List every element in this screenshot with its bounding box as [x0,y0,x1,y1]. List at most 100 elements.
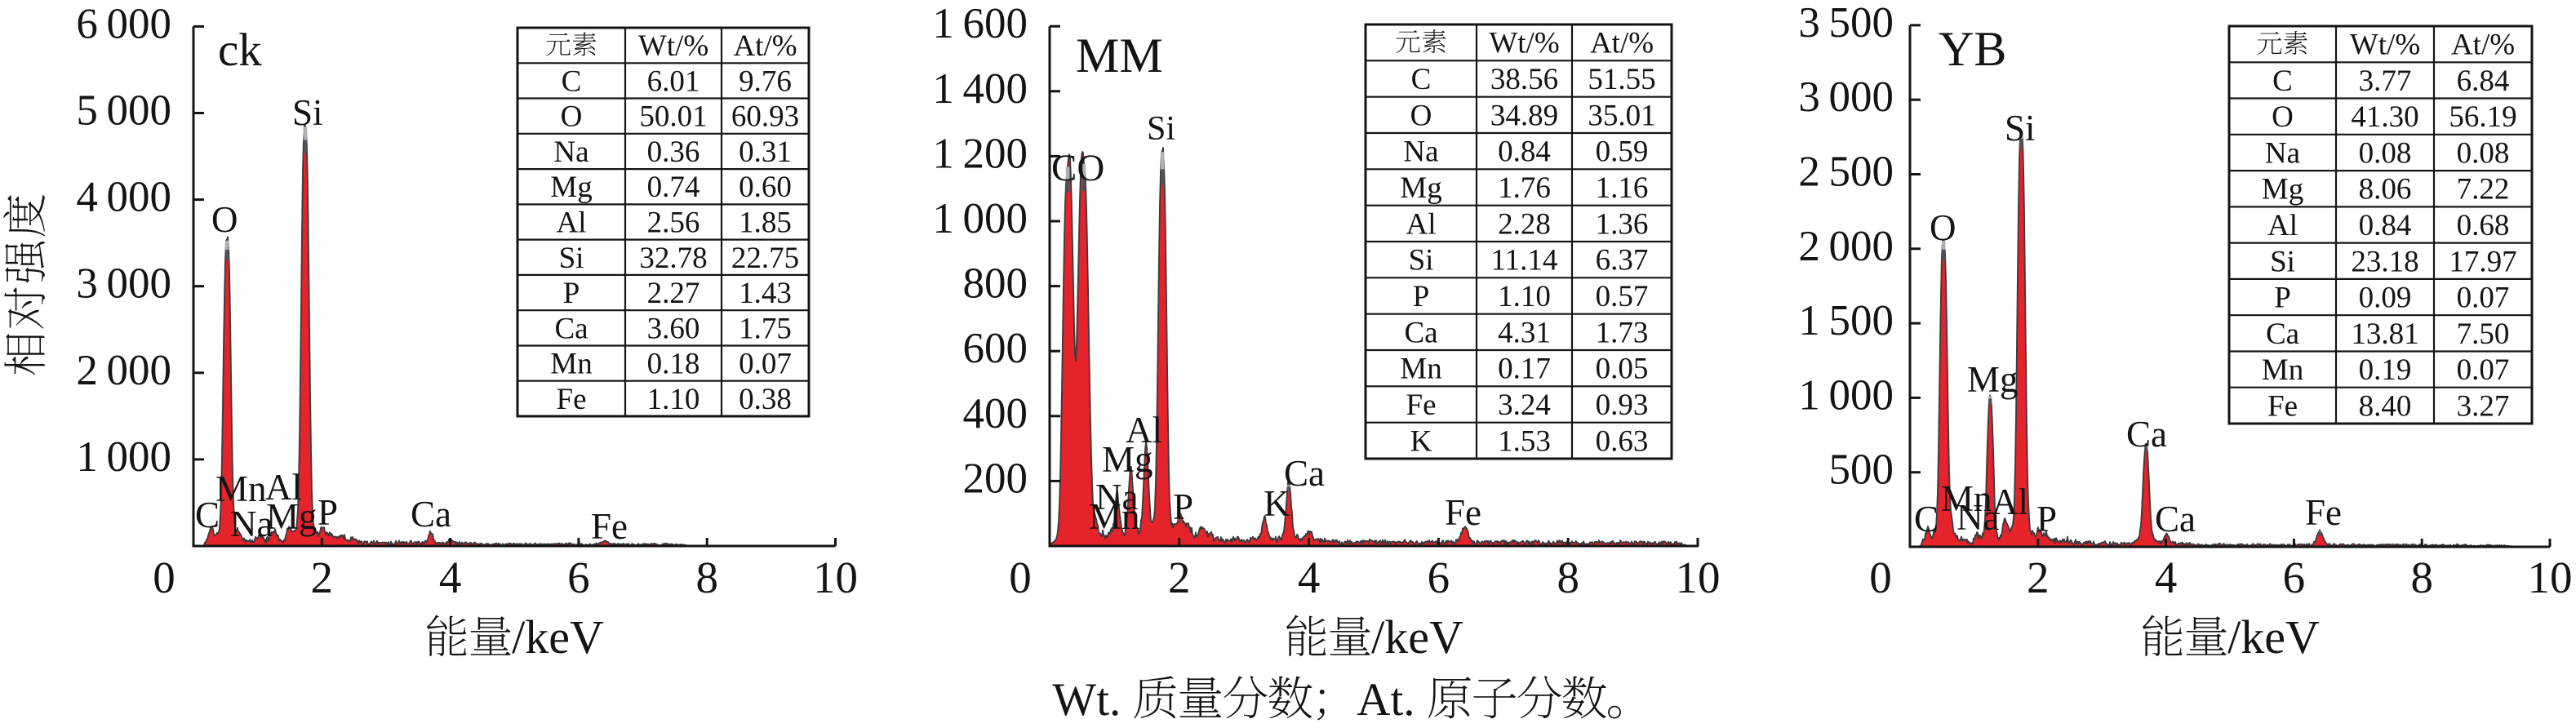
svg-text:C: C [1914,499,1939,539]
svg-text:Mg: Mg [1967,359,2019,400]
svg-text:Ca: Ca [2266,317,2299,351]
svg-text:4.31: 4.31 [1498,316,1551,349]
svg-text:1 500: 1 500 [1798,297,1894,344]
svg-text:Na: Na [1956,497,1999,538]
svg-text:0.07: 0.07 [2457,282,2510,315]
svg-text:Si: Si [2270,245,2295,278]
svg-text:Ca: Ca [1284,453,1325,494]
svg-text:0.19: 0.19 [2359,353,2412,387]
svg-text:Mn: Mn [1400,353,1441,386]
svg-text:6: 6 [2283,553,2306,602]
svg-text:3 000: 3 000 [1798,73,1894,121]
svg-text:1 200: 1 200 [932,130,1028,177]
svg-text:Mg: Mg [2262,173,2303,206]
svg-text:10: 10 [1676,553,1721,602]
svg-text:Mg: Mg [550,171,592,204]
svg-text:Wt.: Wt. [1052,674,1121,726]
svg-text:C: C [2272,64,2293,98]
svg-text:Al: Al [2267,209,2298,242]
svg-text:0.18: 0.18 [647,348,700,381]
svg-text:At.: At. [1357,674,1415,726]
svg-text:8.40: 8.40 [2359,389,2412,423]
svg-text:C: C [195,495,220,535]
svg-text:At/%: At/% [1590,27,1654,60]
svg-text:0.17: 0.17 [1498,353,1551,386]
svg-text:38.56: 38.56 [1490,63,1558,96]
svg-text:0: 0 [153,553,175,602]
svg-text:Ca: Ca [2126,414,2167,455]
svg-text:0.07: 0.07 [2457,353,2510,387]
svg-text:34.89: 34.89 [1490,99,1558,132]
svg-text:Fe: Fe [557,383,587,416]
svg-text:8.06: 8.06 [2359,173,2412,206]
svg-text:400: 400 [963,390,1028,437]
svg-text:41.30: 41.30 [2351,100,2418,134]
svg-text:Na: Na [230,504,273,544]
svg-text:Mg: Mg [1102,439,1153,480]
svg-text:O: O [211,199,238,240]
svg-text:P: P [1413,280,1430,313]
svg-text:1 000: 1 000 [932,195,1028,242]
svg-text:0.57: 0.57 [1596,280,1649,313]
svg-text:1 000: 1 000 [76,433,171,481]
svg-text:6.84: 6.84 [2457,64,2510,98]
svg-text:1.73: 1.73 [1596,316,1649,349]
svg-text:0.08: 0.08 [2359,137,2412,171]
svg-text:C: C [562,64,582,98]
svg-text:6 000: 6 000 [76,0,171,47]
svg-text:13.81: 13.81 [2351,317,2418,351]
svg-text:Al: Al [557,206,587,240]
svg-text:6.37: 6.37 [1596,244,1649,277]
svg-text:K: K [1410,424,1432,458]
svg-text:4 000: 4 000 [76,174,171,221]
svg-text:MM: MM [1076,29,1163,82]
svg-text:1.36: 1.36 [1596,207,1649,241]
svg-text:8: 8 [2410,553,2433,602]
svg-text:Fe: Fe [591,506,628,547]
svg-text:0.38: 0.38 [739,383,792,416]
svg-text:9.76: 9.76 [739,64,792,98]
svg-text:23.18: 23.18 [2351,245,2418,278]
svg-text:6: 6 [1428,553,1450,602]
svg-text:17.97: 17.97 [2449,245,2516,278]
svg-text:P: P [2036,499,2057,539]
svg-text:3 500: 3 500 [1798,0,1894,47]
svg-text:K: K [1264,483,1290,524]
svg-text:3.60: 3.60 [647,312,700,345]
svg-text:2 000: 2 000 [1798,223,1894,270]
svg-text:10: 10 [2528,553,2573,602]
svg-text:0.84: 0.84 [1498,135,1551,169]
svg-text:Si: Si [1409,244,1434,277]
svg-text:600: 600 [963,325,1028,372]
svg-text:Mn: Mn [2262,353,2303,387]
svg-text:At/%: At/% [733,29,797,63]
svg-text:/keV: /keV [1371,610,1463,664]
svg-text:2.56: 2.56 [647,206,700,240]
svg-text:0.63: 0.63 [1596,424,1649,458]
svg-text:0.08: 0.08 [2457,137,2510,171]
svg-text:0.09: 0.09 [2359,282,2412,315]
svg-text:O: O [2272,100,2294,134]
svg-text:C: C [1411,63,1432,96]
svg-text:O: O [1930,207,1956,248]
svg-text:6.01: 6.01 [647,64,700,98]
svg-text:1 400: 1 400 [932,65,1028,113]
svg-text:51.55: 51.55 [1588,63,1655,96]
svg-text:P: P [1173,486,1193,527]
svg-text:Fe: Fe [1406,388,1437,422]
svg-text:3.24: 3.24 [1498,388,1551,422]
svg-text:0.84: 0.84 [2359,209,2412,242]
svg-text:0.74: 0.74 [647,171,700,204]
svg-text:0.31: 0.31 [739,135,792,169]
svg-text:2: 2 [2027,553,2050,602]
svg-text:0: 0 [1009,553,1032,602]
svg-text:8: 8 [1557,553,1579,602]
svg-text:Al: Al [1992,482,2028,522]
svg-text:P: P [318,492,338,533]
svg-text:4: 4 [439,553,462,602]
svg-text:0: 0 [1869,553,1892,602]
svg-text:1.76: 1.76 [1498,171,1551,205]
svg-text:500: 500 [1829,446,1894,494]
svg-text:50.01: 50.01 [639,100,707,134]
svg-text:56.19: 56.19 [2449,100,2516,134]
